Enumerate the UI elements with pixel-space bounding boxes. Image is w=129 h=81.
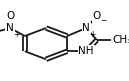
Text: −: − — [101, 17, 107, 26]
Text: O: O — [93, 11, 101, 21]
Text: O: O — [6, 11, 14, 21]
Text: CH₃: CH₃ — [112, 35, 129, 45]
Text: +: + — [13, 30, 19, 39]
Text: N: N — [6, 23, 14, 33]
Text: +: + — [89, 30, 95, 39]
Text: N: N — [82, 23, 90, 33]
Text: NH: NH — [78, 46, 94, 56]
